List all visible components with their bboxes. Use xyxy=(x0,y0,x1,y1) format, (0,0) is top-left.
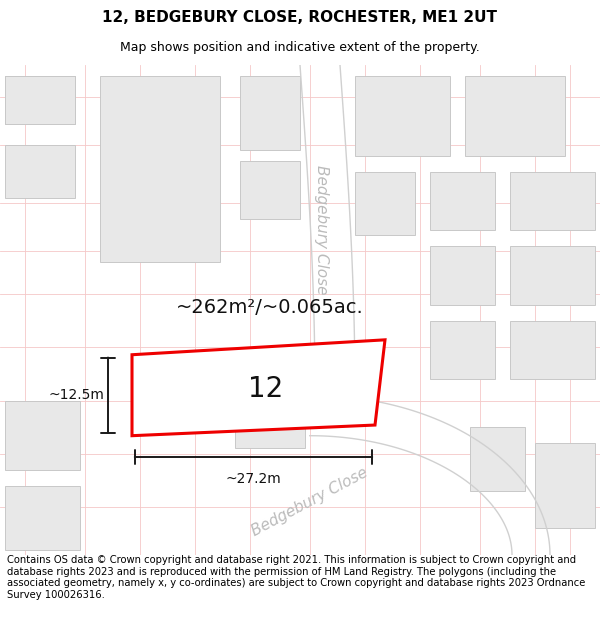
Text: ~27.2m: ~27.2m xyxy=(226,472,281,486)
Text: 12, BEDGEBURY CLOSE, ROCHESTER, ME1 2UT: 12, BEDGEBURY CLOSE, ROCHESTER, ME1 2UT xyxy=(103,10,497,25)
Bar xyxy=(5,486,80,549)
Text: Map shows position and indicative extent of the property.: Map shows position and indicative extent… xyxy=(120,41,480,54)
Bar xyxy=(235,401,305,449)
Text: Bedgebury Close: Bedgebury Close xyxy=(250,465,371,539)
Text: ~12.5m: ~12.5m xyxy=(48,388,104,402)
Bar xyxy=(100,76,220,262)
Bar xyxy=(430,246,495,304)
Polygon shape xyxy=(132,340,385,436)
Bar xyxy=(240,76,300,150)
Bar xyxy=(355,171,415,236)
Bar xyxy=(5,401,80,470)
Bar xyxy=(510,321,595,379)
Bar xyxy=(5,145,75,198)
Bar xyxy=(355,76,450,156)
Bar xyxy=(430,171,495,230)
Bar xyxy=(430,321,495,379)
Text: Contains OS data © Crown copyright and database right 2021. This information is : Contains OS data © Crown copyright and d… xyxy=(7,555,586,600)
Text: Bedgebury Close: Bedgebury Close xyxy=(314,166,329,295)
Bar xyxy=(465,76,565,156)
Bar xyxy=(510,246,595,304)
Bar xyxy=(240,161,300,219)
Bar xyxy=(470,427,525,491)
Text: 12: 12 xyxy=(248,375,284,403)
Bar xyxy=(535,443,595,528)
Bar xyxy=(5,76,75,124)
Bar xyxy=(510,171,595,230)
Polygon shape xyxy=(5,76,75,124)
Text: ~262m²/~0.065ac.: ~262m²/~0.065ac. xyxy=(176,298,364,318)
